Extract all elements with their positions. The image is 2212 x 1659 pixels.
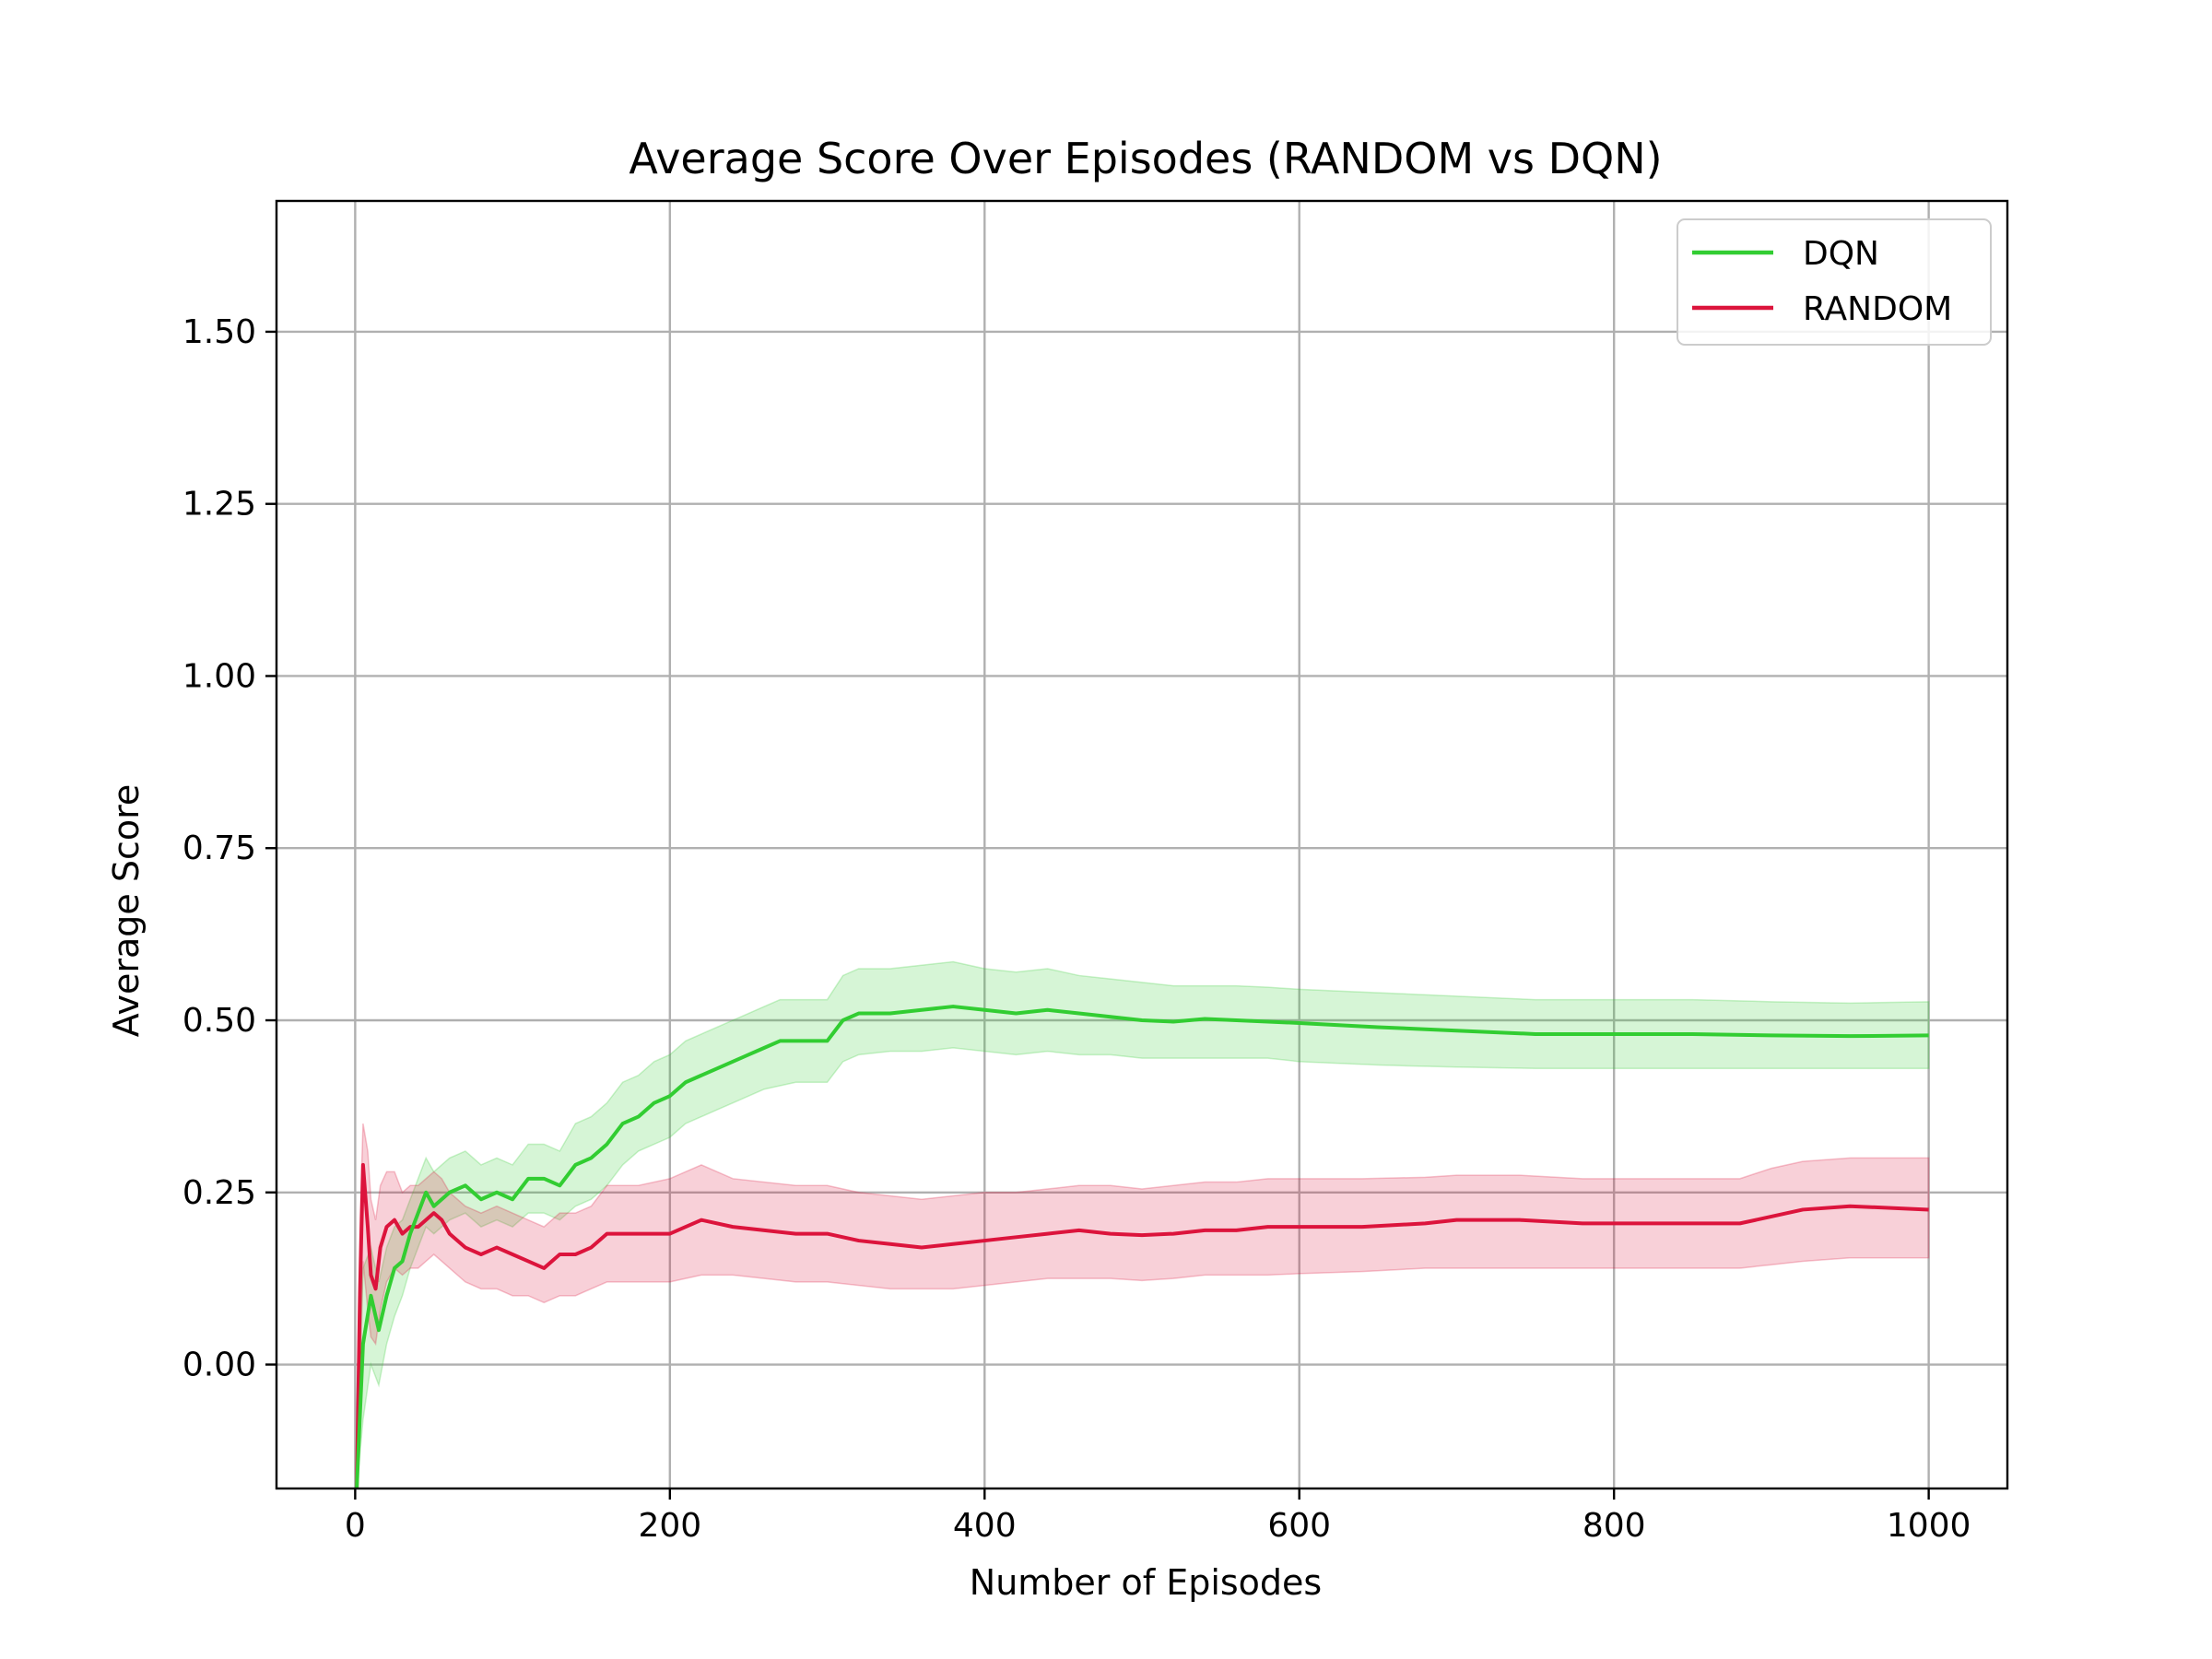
- series-lines: [355, 1005, 1929, 1488]
- legend-label-random: RANDOM: [1803, 290, 1952, 328]
- x-tick-label-2: 400: [953, 1507, 1017, 1545]
- x-tick-label-0: 0: [345, 1507, 366, 1545]
- y-tick-label-5: 1.25: [182, 486, 256, 524]
- series-band-dqn: [356, 960, 1930, 1488]
- series-line-dqn: [355, 1005, 1929, 1488]
- y-axis-label: Average Score: [106, 784, 147, 1038]
- y-tick-label-1: 0.25: [182, 1174, 256, 1212]
- legend: DQN RANDOM: [1677, 218, 1992, 346]
- x-tick-label-3: 600: [1267, 1507, 1331, 1545]
- y-tick-label-0: 0.00: [182, 1347, 256, 1384]
- y-tick-label-6: 1.50: [182, 313, 256, 351]
- series-band-random: [356, 1123, 1930, 1488]
- x-tick-label-1: 200: [638, 1507, 701, 1545]
- plot-frame: [275, 199, 2009, 1490]
- confidence-bands: [356, 960, 1930, 1488]
- grid: [276, 201, 2007, 1488]
- series-line-random: [355, 1162, 1929, 1488]
- x-tick-label-5: 1000: [1887, 1507, 1971, 1545]
- y-tick-label-3: 0.75: [182, 830, 256, 867]
- y-tick-label-2: 0.50: [182, 1002, 256, 1040]
- legend-label-dqn: DQN: [1803, 235, 1879, 273]
- x-tick-label-4: 800: [1583, 1507, 1646, 1545]
- x-axis-label: Number of Episodes: [970, 1562, 1322, 1603]
- y-tick-label-4: 1.00: [182, 657, 256, 695]
- chart-title: Average Score Over Episodes (RANDOM vs D…: [629, 134, 1662, 183]
- axes: 0 200 400 600 800 1000 0.00 0.25 0.50 0.75 1.00 1.2…: [182, 199, 2009, 1545]
